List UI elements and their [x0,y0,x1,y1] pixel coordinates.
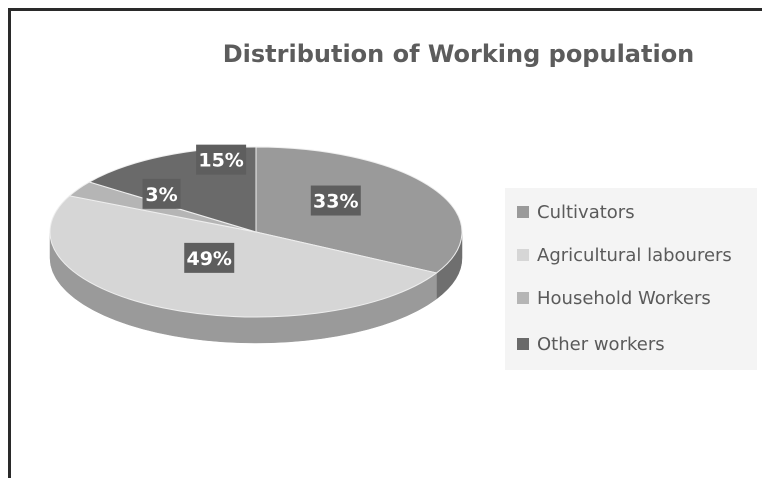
legend-item-other-workers: Other workers [517,332,665,356]
legend-item-cultivators: Cultivators [517,200,635,224]
legend-item-agricultural-labourers: Agricultural labourers [517,243,732,267]
legend-item-household-workers: Household Workers [517,286,711,310]
data-label-group: 49% [184,242,235,273]
data-label-box [310,185,361,216]
legend-swatch [517,338,529,350]
legend-swatch [517,292,529,304]
legend-label: Household Workers [537,287,711,309]
data-label-group: 15% [196,144,247,175]
data-label: 3% [145,184,177,206]
data-label: 33% [313,191,358,213]
pie-top-layer: 33% 49% 3% 15% [49,144,463,318]
data-label-box [196,144,247,175]
chart-title: Distribution of Working population [222,40,695,68]
legend-label: Agricultural labourers [537,244,732,266]
data-label: 15% [198,150,243,172]
data-label: 49% [186,248,231,270]
legend-swatch [517,206,529,218]
pie-chart: 33% 49% 3% 15% [49,144,463,344]
data-label-box [184,242,235,273]
chart-legend: Cultivators Agricultural labourers House… [505,188,757,370]
data-label-box [142,178,181,209]
data-label-group: 3% [142,178,181,209]
legend-label: Cultivators [537,201,635,223]
chart-frame [8,8,762,478]
data-label-group: 33% [310,185,361,216]
pie-slice-agricultural-labourers [49,195,438,318]
legend-label: Other workers [537,333,665,355]
legend-swatch [517,249,529,261]
